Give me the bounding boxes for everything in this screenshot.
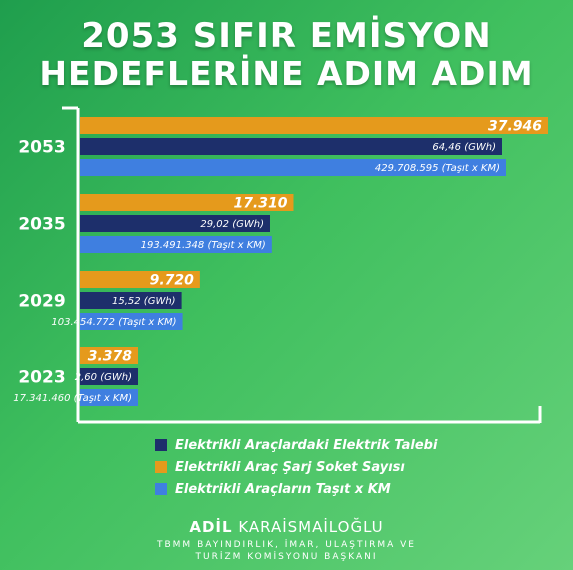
data-label-sockets-2053: 37.946 xyxy=(488,119,542,135)
bar-demand-2023 xyxy=(80,368,138,385)
bar-demand-2053 xyxy=(80,138,502,155)
data-label-vehicle-km-2023: 17.341.460 (Taşıt x KM) xyxy=(13,393,132,404)
signature-title-line2: TURİZM KOMİSYONU BAŞKANI xyxy=(195,552,378,562)
bar-vehicle-km-2035 xyxy=(80,236,272,253)
data-label-vehicle-km-2053: 429.708.595 (Taşıt x KM) xyxy=(375,163,500,174)
bar-vehicle-km-2029 xyxy=(80,313,183,330)
bar-sockets-2035 xyxy=(80,194,294,211)
data-label-demand-2029: 15,52 (GWh) xyxy=(112,296,176,307)
signature-first-name: ADİL xyxy=(189,518,233,536)
legend-swatch-charging-sockets xyxy=(155,461,167,473)
bar-vehicle-km-2053 xyxy=(80,159,506,176)
data-label-sockets-2023: 3.378 xyxy=(88,349,133,365)
bar-vehicle-km-2023 xyxy=(80,389,138,406)
category-label-2035: 2035 xyxy=(18,215,65,235)
legend-item-charging-sockets: Elektrikli Araç Şarj Soket Sayısı xyxy=(155,456,437,478)
data-label-sockets-2035: 17.310 xyxy=(233,196,287,212)
category-label-2029: 2029 xyxy=(18,292,65,312)
data-label-sockets-2029: 9.720 xyxy=(150,273,195,289)
data-label-demand-2035: 29,02 (GWh) xyxy=(200,219,264,230)
data-label-demand-2053: 64,46 (GWh) xyxy=(432,142,496,153)
data-label-demand-2023: 2,60 (GWh) xyxy=(75,372,132,383)
bar-sockets-2053 xyxy=(80,117,548,134)
legend-label-charging-sockets: Elektrikli Araç Şarj Soket Sayısı xyxy=(175,459,405,475)
legend-item-vehicle-km: Elektrikli Araçların Taşıt x KM xyxy=(155,478,437,500)
legend-swatch-electricity-demand xyxy=(155,439,167,451)
chart-legend: Elektrikli Araçlardaki Elektrik Talebi E… xyxy=(155,434,437,500)
chart-title-line2: HEDEFLERİNE ADIM ADIM xyxy=(39,54,534,93)
legend-item-electricity-demand: Elektrikli Araçlardaki Elektrik Talebi xyxy=(155,434,437,456)
bar-sockets-2023 xyxy=(80,347,138,364)
signature-name: ADİL KARAİSMAİLOĞLU xyxy=(0,518,573,536)
signature-last-name: KARAİSMAİLOĞLU xyxy=(238,518,384,536)
category-label-2023: 2023 xyxy=(18,368,65,388)
data-label-vehicle-km-2029: 103.454.772 (Taşıt x KM) xyxy=(51,317,176,328)
legend-swatch-vehicle-km xyxy=(155,483,167,495)
bar-demand-2035 xyxy=(80,215,270,232)
bar-sockets-2029 xyxy=(80,271,200,288)
chart-title-line1: 2053 SIFIR EMİSYON xyxy=(81,16,492,56)
category-label-2053: 2053 xyxy=(18,138,65,158)
signature-title-line1: TBMM BAYINDIRLIK, İMAR, ULAŞTIRMA VE xyxy=(157,540,416,550)
data-label-vehicle-km-2035: 193.491.348 (Taşıt x KM) xyxy=(141,240,266,251)
legend-label-vehicle-km: Elektrikli Araçların Taşıt x KM xyxy=(175,481,391,497)
bar-demand-2029 xyxy=(80,292,182,309)
legend-label-electricity-demand: Elektrikli Araçlardaki Elektrik Talebi xyxy=(175,437,438,453)
